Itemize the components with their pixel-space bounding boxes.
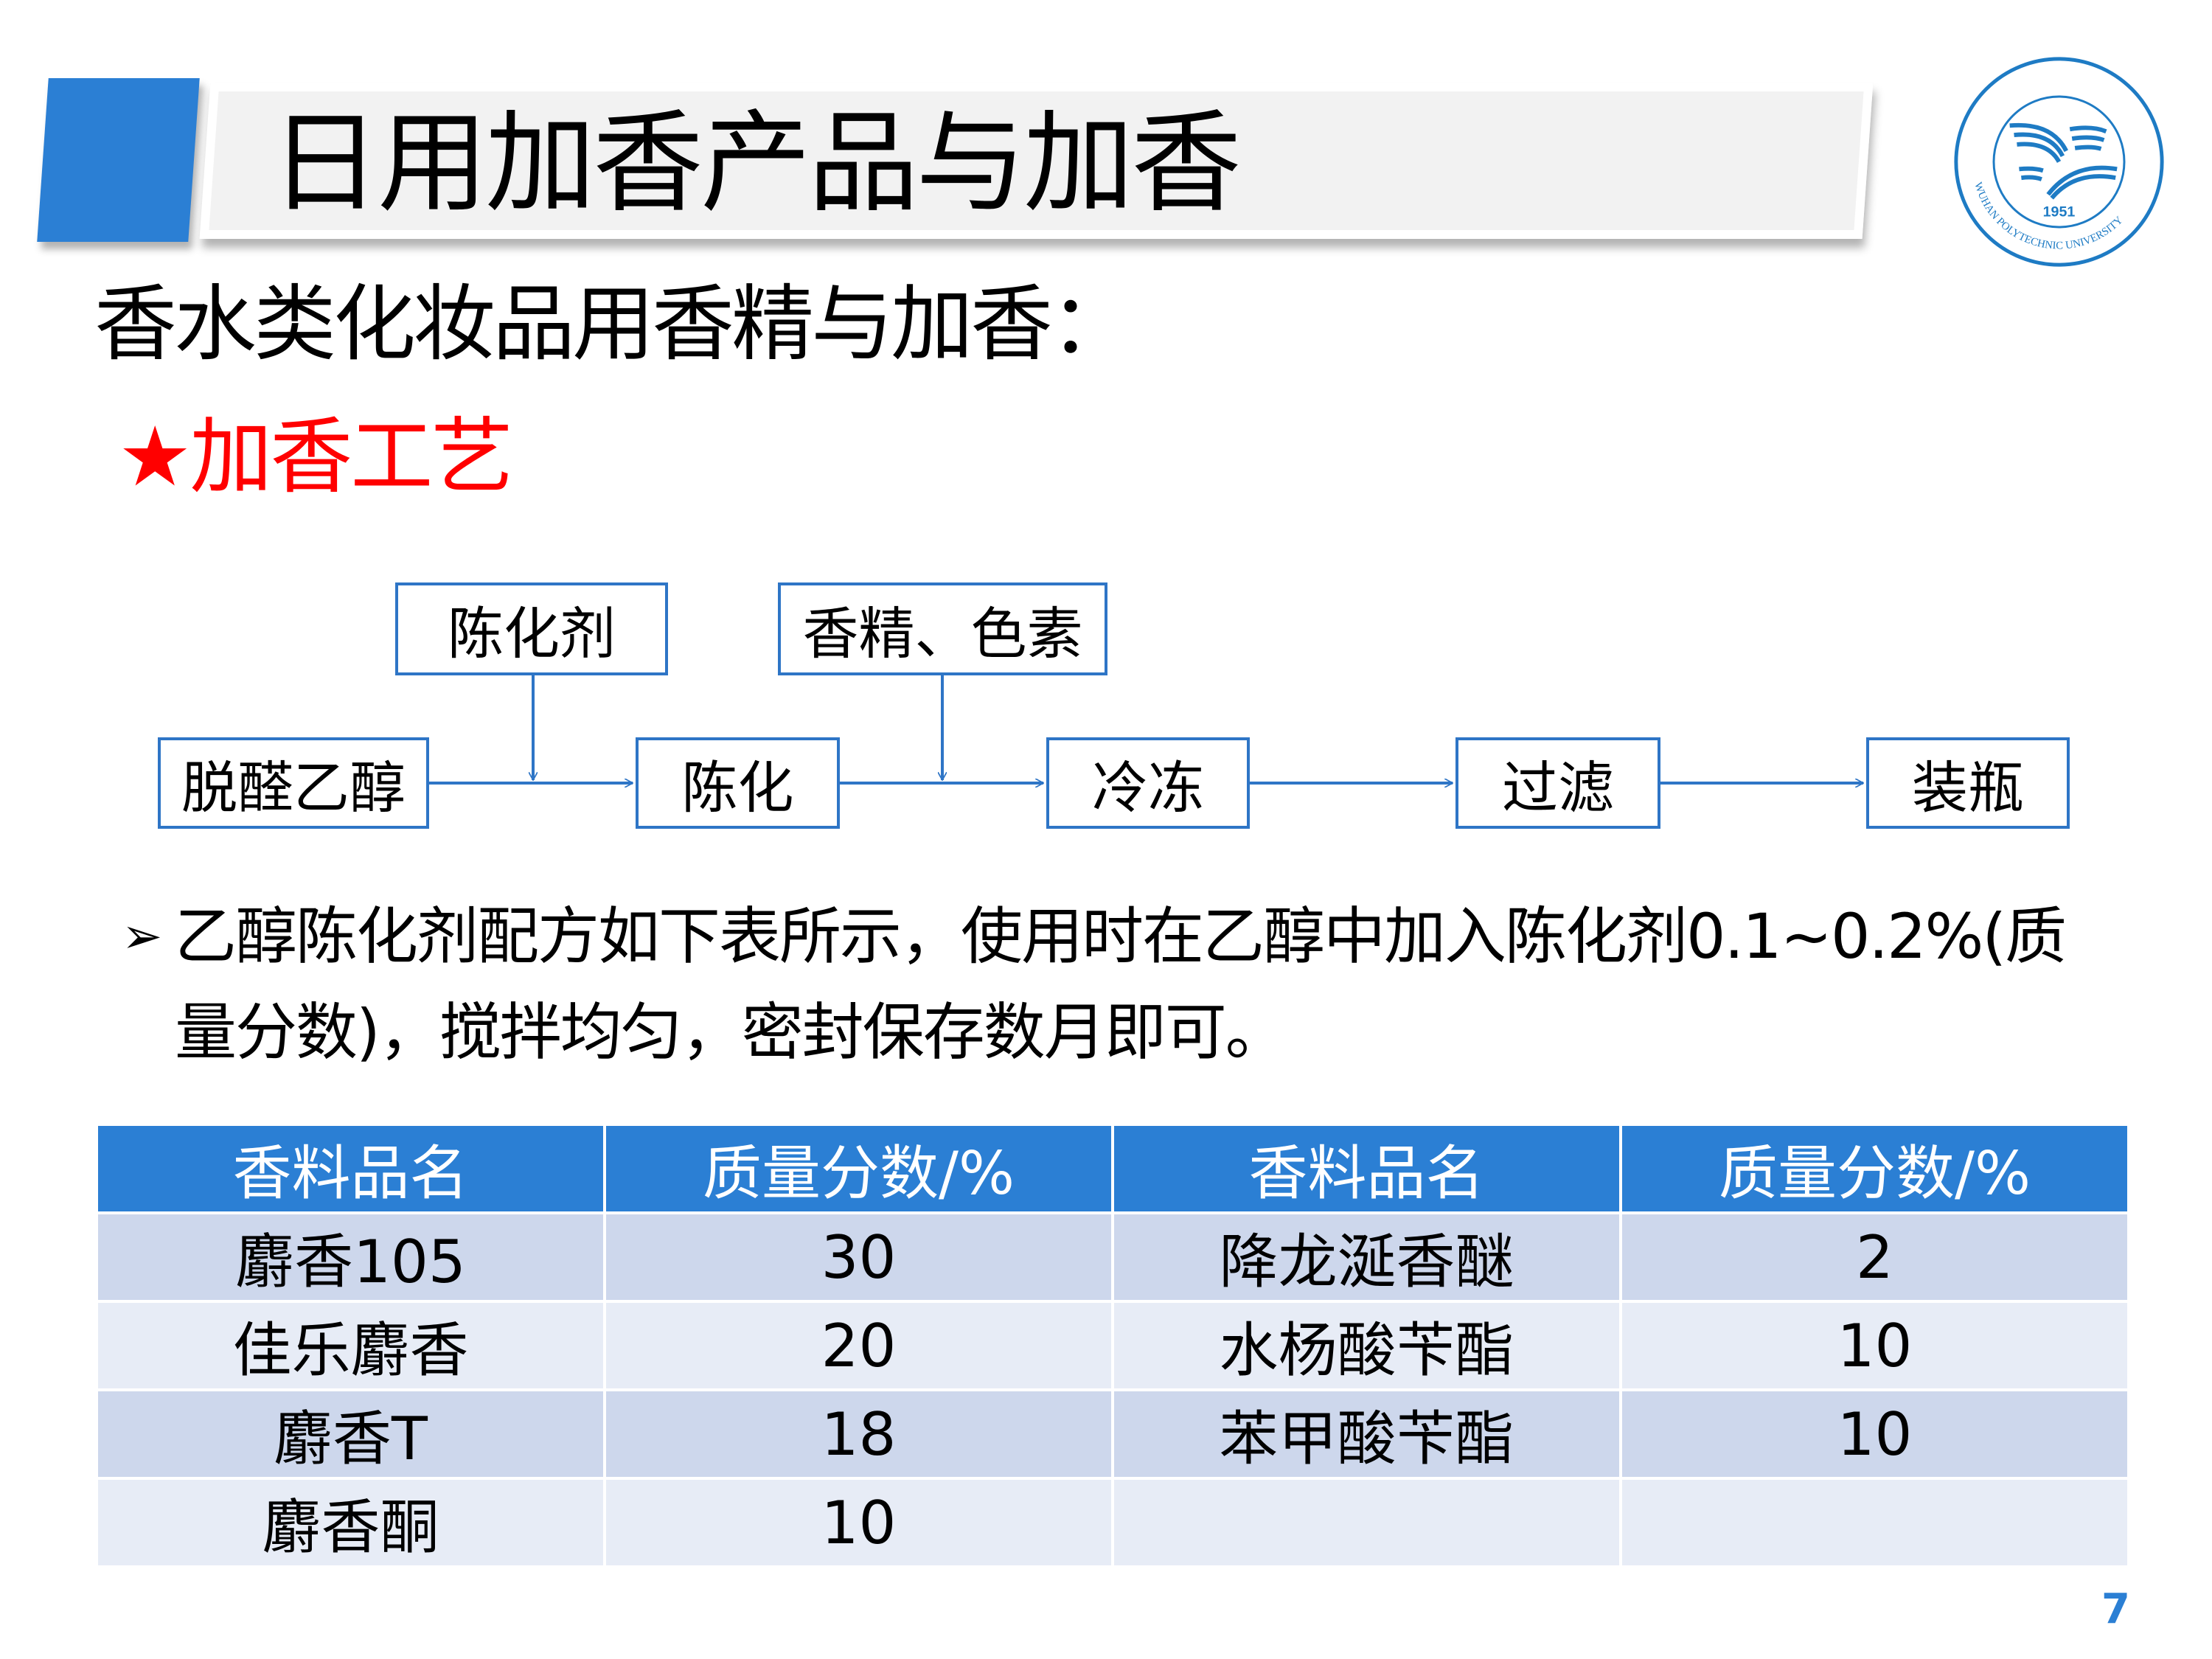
table-header-row: 香料品名 质量分数/% 香料品名 质量分数/% — [98, 1126, 2127, 1211]
header-cell: 质量分数/% — [1622, 1126, 2127, 1211]
table-cell: 10 — [1622, 1391, 2127, 1477]
table-cell: 降龙涎香醚 — [1114, 1214, 1619, 1300]
table-row: 佳乐麝香 20 水杨酸苄酯 10 — [98, 1303, 2127, 1388]
bullet-arrow-icon: ➢ — [122, 908, 162, 964]
table-row: 麝香酮 10 — [98, 1480, 2127, 1565]
table-row: 麝香105 30 降龙涎香醚 2 — [98, 1214, 2127, 1300]
header-cell: 质量分数/% — [606, 1126, 1111, 1211]
star-icon: ★ — [118, 409, 192, 505]
flow-step-box: 脱醛乙醇 — [158, 737, 429, 829]
table-cell: 苯甲酸苄酯 — [1114, 1391, 1619, 1477]
table-cell: 麝香T — [98, 1391, 603, 1477]
table-cell: 20 — [606, 1303, 1111, 1388]
table-cell: 佳乐麝香 — [98, 1303, 603, 1388]
bullet-text-line: 乙醇陈化剂配方如下表所示，使用时在乙醇中加入陈化剂0.1~0.2%(质 — [175, 900, 2067, 973]
section-label: 加香工艺 — [189, 409, 513, 505]
flow-input-box: 陈化剂 — [395, 582, 668, 675]
table-cell: 30 — [606, 1214, 1111, 1300]
page-number: 7 — [2101, 1585, 2130, 1633]
table-cell: 10 — [606, 1480, 1111, 1565]
table-cell: 18 — [606, 1391, 1111, 1477]
flow-step-box: 陈化 — [636, 737, 840, 829]
university-logo: 1951 WUHAN POLYTECHNIC UNIVERSITY — [1954, 57, 2164, 267]
flow-input-box: 香精、色素 — [778, 582, 1107, 675]
svg-text:1951: 1951 — [2043, 204, 2076, 220]
table-cell — [1622, 1480, 2127, 1565]
page-title: 日用加香产品与加香 — [270, 100, 1242, 228]
table-cell: 麝香酮 — [98, 1480, 603, 1565]
table-cell — [1114, 1480, 1619, 1565]
table-cell: 水杨酸苄酯 — [1114, 1303, 1619, 1388]
table-cell: 10 — [1622, 1303, 2127, 1388]
flow-step-box: 过滤 — [1455, 737, 1660, 829]
section-heading: ★加香工艺 — [118, 406, 513, 509]
table-cell: 2 — [1622, 1214, 2127, 1300]
aging-agent-formula-table: 香料品名 质量分数/% 香料品名 质量分数/% 麝香105 30 降龙涎香醚 2… — [95, 1123, 2130, 1568]
subtitle: 香水类化妆品用香精与加香： — [94, 276, 1133, 372]
flow-step-box: 冷冻 — [1046, 737, 1250, 829]
table-cell: 麝香105 — [98, 1214, 603, 1300]
bullet-text-line: 量分数)，搅拌均匀，密封保存数月即可。 — [175, 996, 1287, 1068]
flow-step-box: 装瓶 — [1866, 737, 2070, 829]
header-cell: 香料品名 — [98, 1126, 603, 1211]
table-row: 麝香T 18 苯甲酸苄酯 10 — [98, 1391, 2127, 1477]
header-cell: 香料品名 — [1114, 1126, 1619, 1211]
